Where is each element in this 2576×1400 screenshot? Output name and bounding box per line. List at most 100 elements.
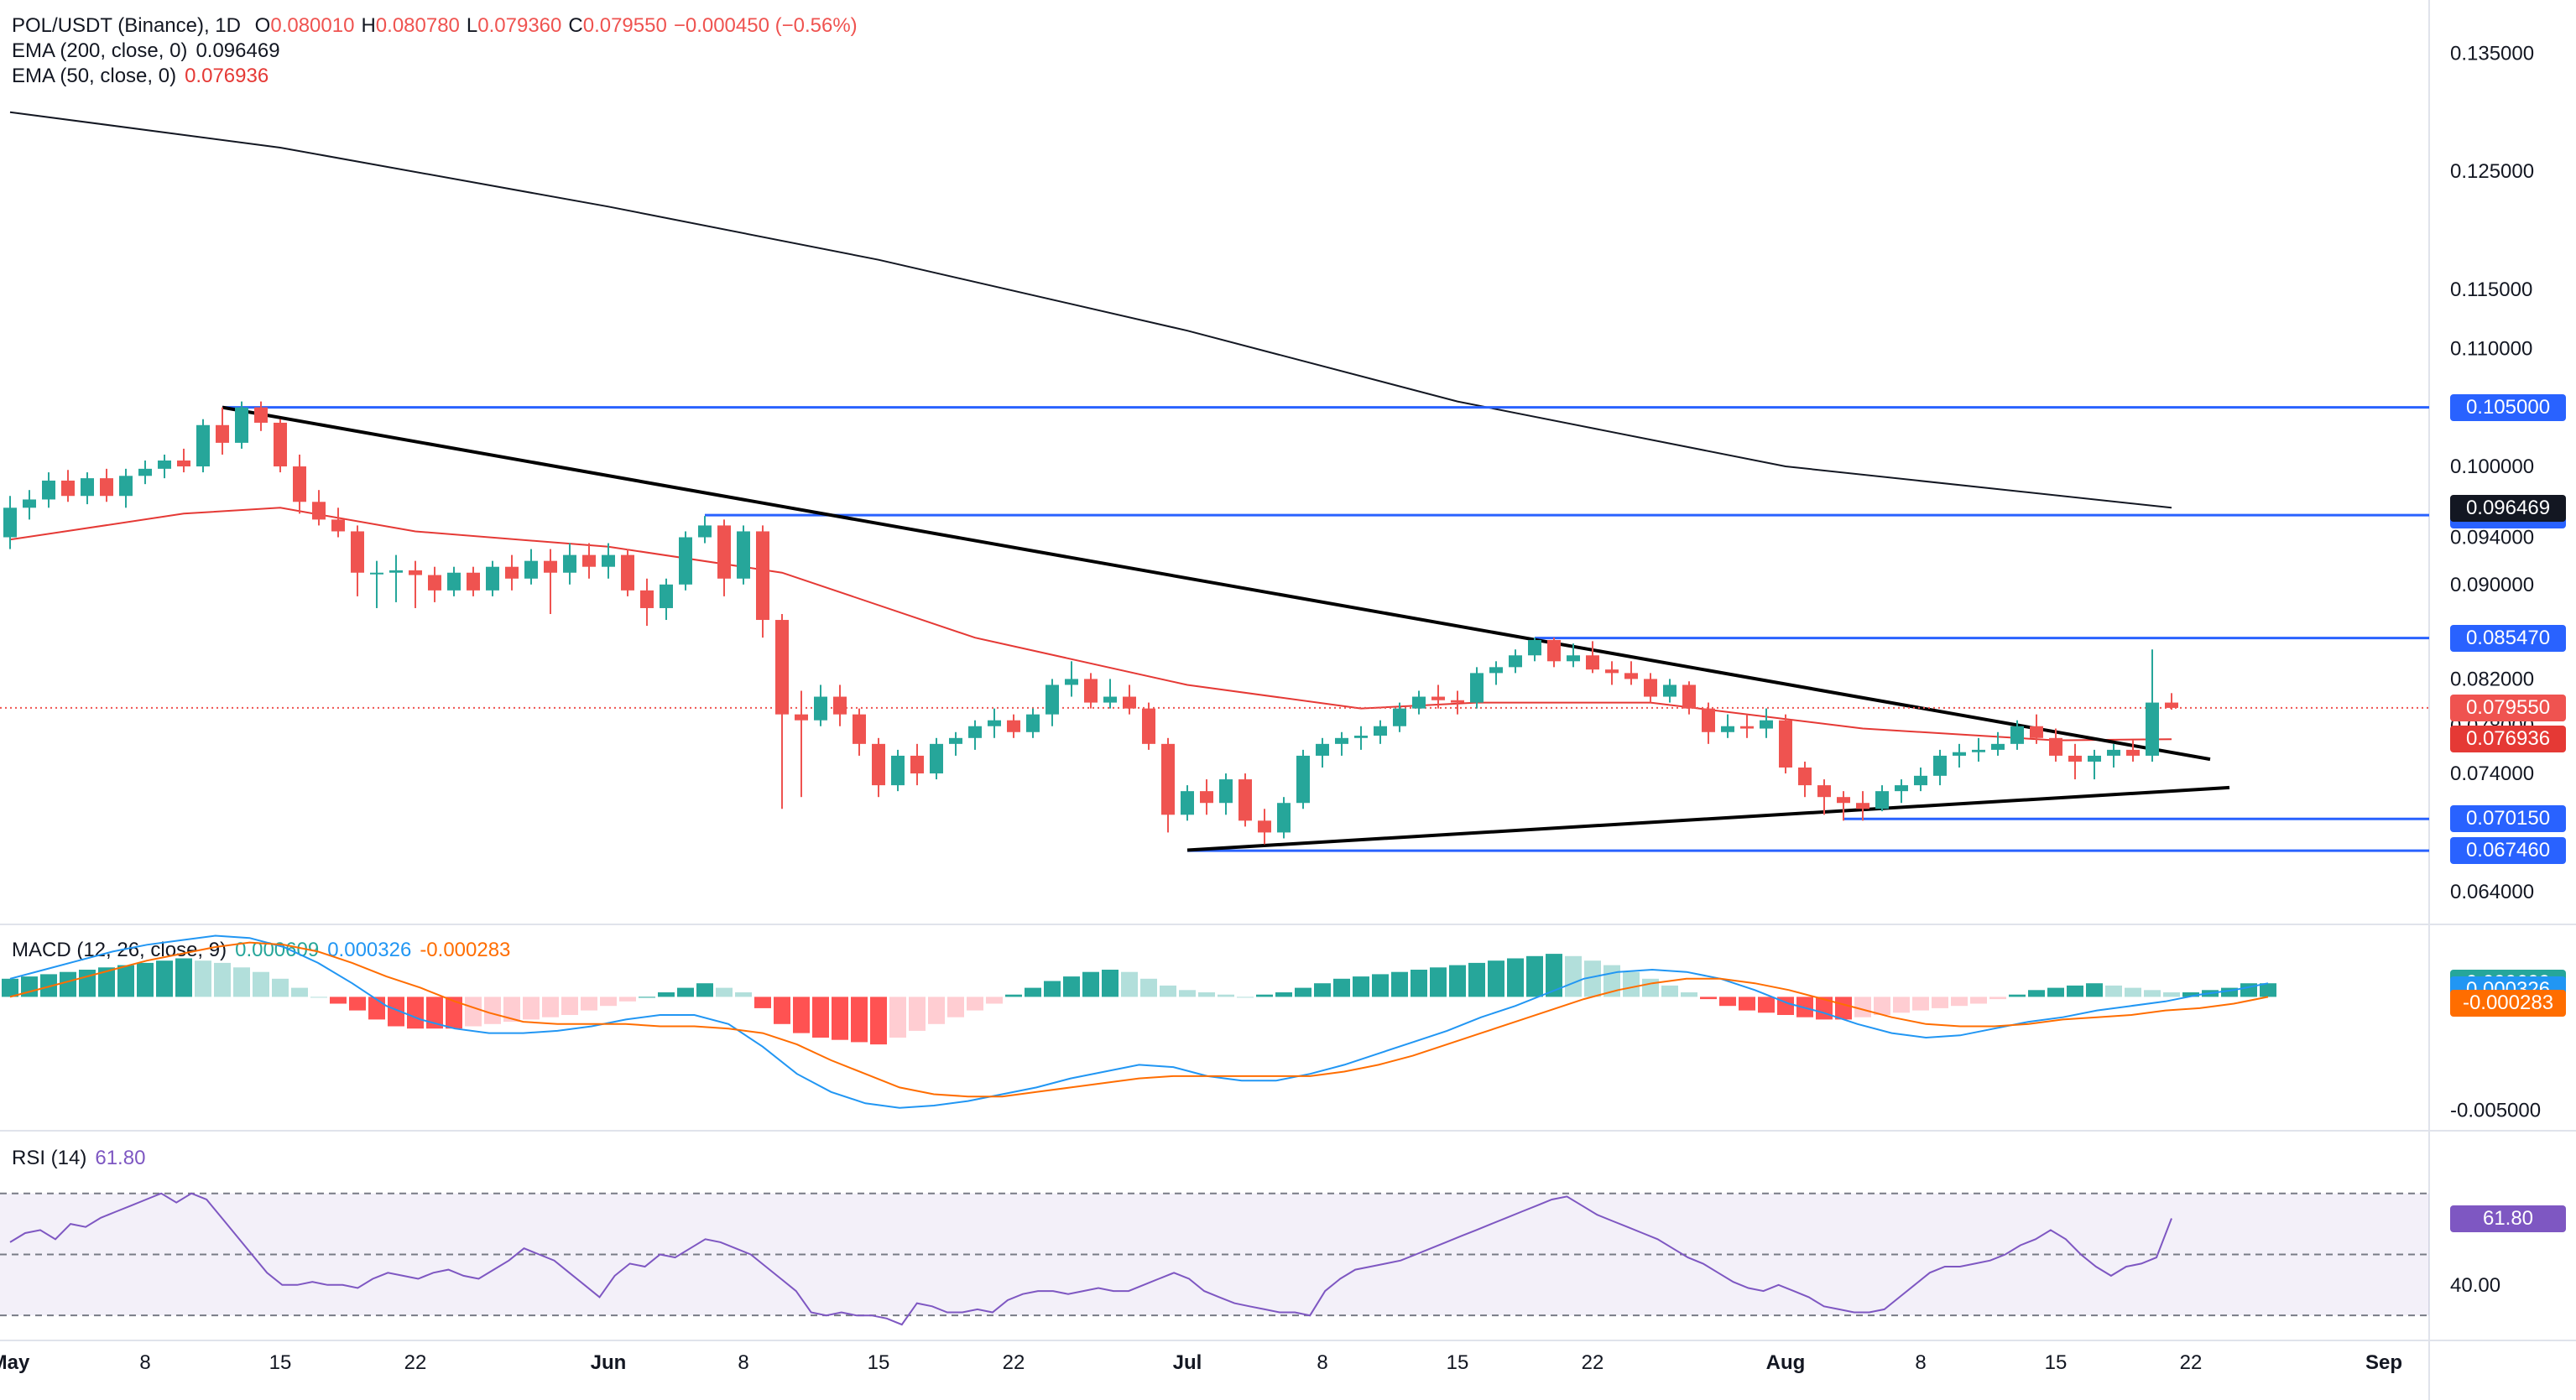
time-tick-label: Jul [1173,1351,1202,1374]
price-tick-label: 0.082000 [2450,668,2534,690]
signal-line [9,941,2269,1098]
candle [544,549,557,614]
candle-body [1258,820,1271,833]
ohlc-key: H [361,14,376,37]
candle-body [2165,702,2178,708]
macd-hist-bar [1179,990,1196,997]
candle [447,566,461,596]
candle-body [524,560,538,579]
rsi-value-tag: 61.80 [2450,1205,2566,1232]
macd-hist-bar [1275,992,1292,997]
macd-hist-bar [1198,992,1215,997]
candle [756,525,769,638]
macd-hist-bar [40,974,57,997]
candle-body [1547,639,1561,662]
macd-hist-bar [581,997,597,1011]
price-tick-label: 0.125000 [2450,160,2534,183]
candle [505,554,519,591]
time-tick-label: 15 [2045,1351,2068,1374]
price-tick-label: 0.115000 [2450,278,2532,301]
macd-hist-bar [1758,997,1775,1013]
candle [1740,714,1754,738]
price-pane[interactable] [0,111,2429,852]
macd-line [9,934,2269,1109]
candle-body [2088,755,2101,762]
candle [853,708,866,756]
macd-hist-bar [1874,997,1890,1015]
candle-body [1123,696,1136,709]
candle [158,454,171,479]
candle [1528,638,1541,662]
candle-body [1065,679,1078,685]
candle-body [1161,743,1175,815]
macd-hist-bar [735,992,752,997]
candle [1316,737,1329,768]
candle-body [1605,669,1619,674]
candle-body [138,468,152,476]
macd-hist-bar [1642,978,1659,997]
ohlc-values: O0.080010 H0.080780 L0.079360 C0.079550 −0.0… [247,14,858,37]
candle-body [331,519,345,532]
macd-hist-bar [1372,974,1389,997]
candle [1895,779,1908,804]
time-tick-label: 15 [1447,1351,1469,1374]
ohlc-row: POL/USDT (Binance), 1D O0.080010 H0.08078… [12,13,858,39]
candle-body [891,755,905,786]
candle [1779,714,1792,774]
rsi-pane[interactable] [0,1192,2429,1326]
macd-hist-bar [2163,992,2180,997]
time-tick-label: 22 [1582,1351,1604,1374]
candle [1567,643,1580,668]
macd-hist-bar [1951,997,1968,1007]
candle-body [1219,779,1233,804]
candle-body [467,572,480,591]
candle [1123,684,1136,715]
macd-hist-bar [1719,997,1736,1007]
macd-hist-bar [1121,971,1138,997]
candle-body [1374,726,1387,736]
ohlc-item: L0.079360 [467,14,561,37]
macd-hist-bar [291,987,308,997]
macd-hist-bar [1430,967,1447,997]
candle [582,543,596,579]
candle-body [910,755,924,774]
price-tick-label: 0.064000 [2450,881,2534,903]
candle-body [119,476,133,497]
candle [1760,708,1773,738]
candle-body [2049,737,2062,756]
symbol-label: POL/USDT (Binance), 1D [12,14,241,37]
ohlc-value: −0.000450 (−0.56%) [673,14,858,37]
ema200-value: 0.096469 [196,39,280,62]
macd-hist-bar [1333,978,1350,997]
time-tick-label: Jun [591,1351,627,1374]
candle-body [1760,720,1773,729]
candle [814,684,827,726]
candle [1161,737,1175,833]
macd-hist-bar [330,997,347,1004]
candle-body [274,422,287,467]
macd-value-tag: -0.000283 [2450,990,2566,1017]
candle-body [1296,755,1310,804]
time-tick-label: Sep [2365,1351,2402,1374]
rsi-tick-label: 40.00 [2450,1274,2500,1297]
price-tick-label: 0.100000 [2450,455,2534,478]
time-axis[interactable]: May 8 15 22 Jun 8 15 22 Jul 8 15 22 Aug 8 15 22 Sep [0,1351,2402,1374]
candle-body [833,696,847,715]
macd-hist-bar [1314,983,1331,997]
candle-body [679,537,692,585]
time-tick-label: 15 [868,1351,890,1374]
macd-hist-bar [812,997,829,1038]
candle-body [2126,749,2140,756]
candle-body [1046,684,1059,715]
candle [61,470,75,502]
candle-body [737,531,750,579]
candle [640,578,654,627]
macd-hist-bar [1893,997,1910,1013]
macd-pane[interactable] [2,934,2276,1109]
time-tick-label: 8 [738,1351,748,1374]
macd-hist-bar [967,997,983,1011]
macd-hist-bar [1488,960,1504,997]
price-axis[interactable]: 0.135000 0.125000 0.115000 0.110000 0.100000… [2450,42,2541,1296]
candle [100,468,113,502]
